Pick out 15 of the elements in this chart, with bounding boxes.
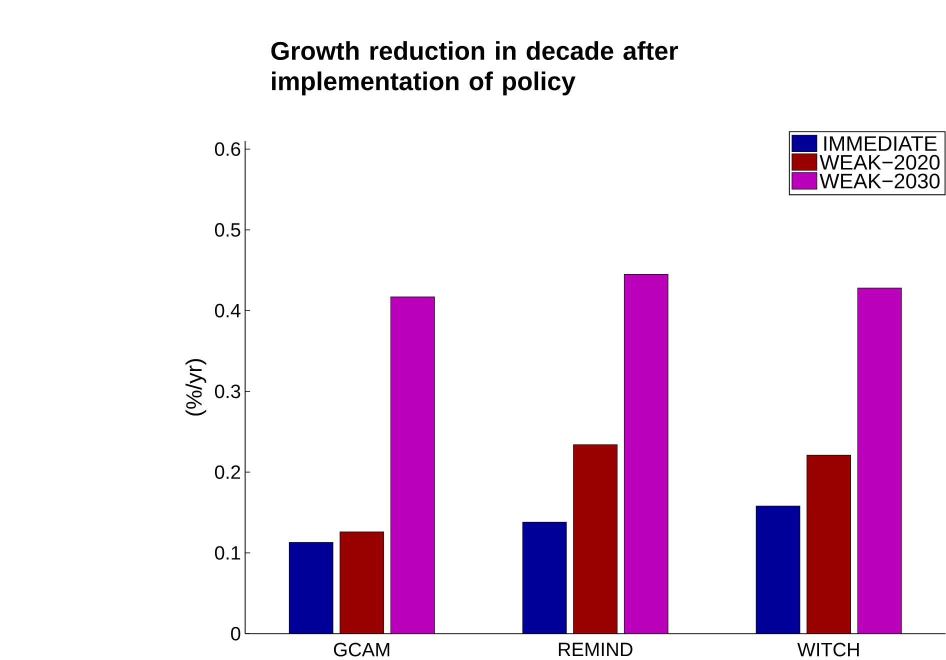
x-tick-label: GCAM	[334, 642, 390, 656]
y-tick-label: 0	[231, 626, 240, 640]
chart-title: Growth reduction in decade after implementation of policy	[271, 40, 678, 96]
y-axis-title: (%/yr)	[186, 359, 206, 416]
legend-label: IMMEDIATE	[824, 136, 937, 151]
y-tick-label: 0.6	[214, 142, 240, 156]
legend-label: WEAK−2030	[820, 173, 940, 188]
y-tick-label: 0.5	[214, 222, 240, 237]
x-tick-label: WITCH	[797, 642, 859, 656]
y-tick-label: 0.3	[214, 384, 240, 398]
y-tick-label: 0.4	[214, 304, 240, 318]
y-tick-label: 0.1	[214, 546, 240, 560]
y-tick-label: 0.2	[214, 465, 240, 479]
legend-label: WEAK−2020	[820, 154, 940, 170]
x-tick-label: REMIND	[558, 642, 632, 656]
